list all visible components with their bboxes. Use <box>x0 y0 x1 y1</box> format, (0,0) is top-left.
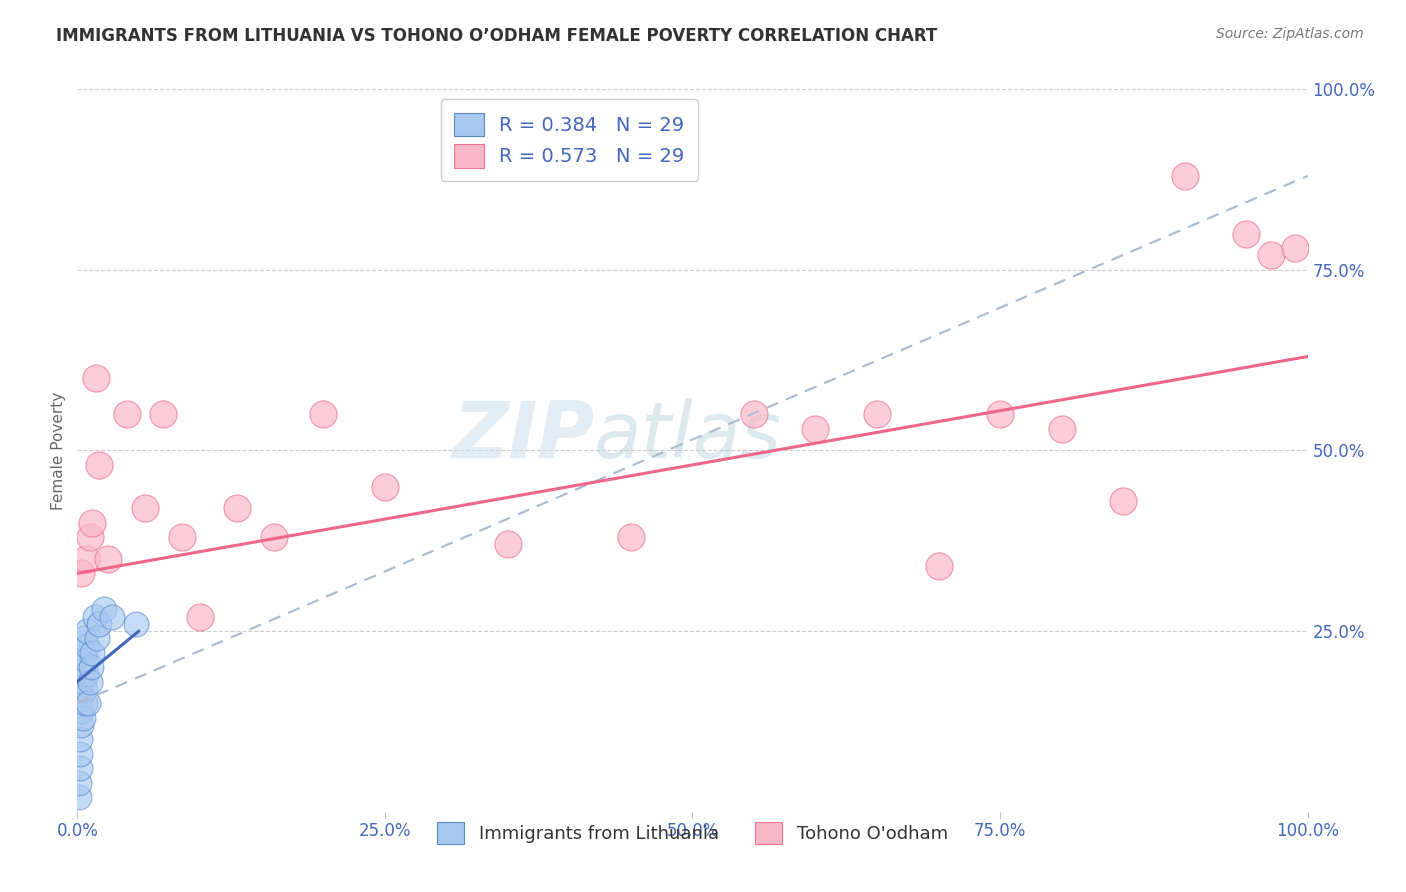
Point <box>97 551 120 566</box>
Legend: Immigrants from Lithuania, Tohono O'odham: Immigrants from Lithuania, Tohono O'odha… <box>429 814 956 854</box>
Point <box>1112 494 1135 508</box>
Point <box>69 747 91 761</box>
Point <box>152 407 174 421</box>
Point <box>620 530 643 544</box>
Point <box>374 480 396 494</box>
Point <box>73 696 96 710</box>
Point <box>72 711 94 725</box>
Point <box>312 407 335 421</box>
Point <box>72 632 94 646</box>
Point <box>1260 248 1282 262</box>
Point <box>84 371 107 385</box>
Point <box>742 407 765 421</box>
Point <box>866 407 889 421</box>
Point <box>79 530 101 544</box>
Point <box>82 516 104 530</box>
Point <box>70 674 93 689</box>
Point <box>1174 169 1197 183</box>
Text: IMMIGRANTS FROM LITHUANIA VS TOHONO O’ODHAM FEMALE POVERTY CORRELATION CHART: IMMIGRANTS FROM LITHUANIA VS TOHONO O’OD… <box>56 27 938 45</box>
Point <box>79 674 101 689</box>
Point <box>93 602 115 616</box>
Point <box>115 407 138 421</box>
Point <box>76 639 98 653</box>
Point <box>188 609 212 624</box>
Point <box>70 660 93 674</box>
Point <box>70 689 93 703</box>
Point <box>125 616 148 631</box>
Point <box>170 530 193 544</box>
Point <box>89 616 111 631</box>
Point <box>1284 241 1306 255</box>
Point <box>75 551 97 566</box>
Point <box>86 632 108 646</box>
Text: atlas: atlas <box>595 398 782 474</box>
Point <box>83 609 105 624</box>
Point <box>73 681 96 696</box>
Point <box>804 422 827 436</box>
Point <box>226 501 249 516</box>
Point <box>89 458 111 472</box>
Point <box>75 653 97 667</box>
Point <box>69 761 91 775</box>
Point <box>496 537 519 551</box>
Point <box>1234 227 1257 241</box>
Point <box>988 407 1011 421</box>
Point <box>70 718 93 732</box>
Point <box>69 732 91 747</box>
Point <box>263 530 285 544</box>
Point <box>67 776 90 790</box>
Point <box>77 696 100 710</box>
Point <box>101 609 124 624</box>
Point <box>70 566 93 581</box>
Point <box>67 790 90 805</box>
Point <box>134 501 156 516</box>
Point <box>70 704 93 718</box>
Point <box>76 624 98 639</box>
Point <box>82 646 104 660</box>
Point <box>72 646 94 660</box>
Text: ZIP: ZIP <box>451 398 595 474</box>
Y-axis label: Female Poverty: Female Poverty <box>51 392 66 509</box>
Point <box>75 667 97 681</box>
Text: Source: ZipAtlas.com: Source: ZipAtlas.com <box>1216 27 1364 41</box>
Point <box>1050 422 1073 436</box>
Point <box>80 660 103 674</box>
Point <box>928 559 950 574</box>
